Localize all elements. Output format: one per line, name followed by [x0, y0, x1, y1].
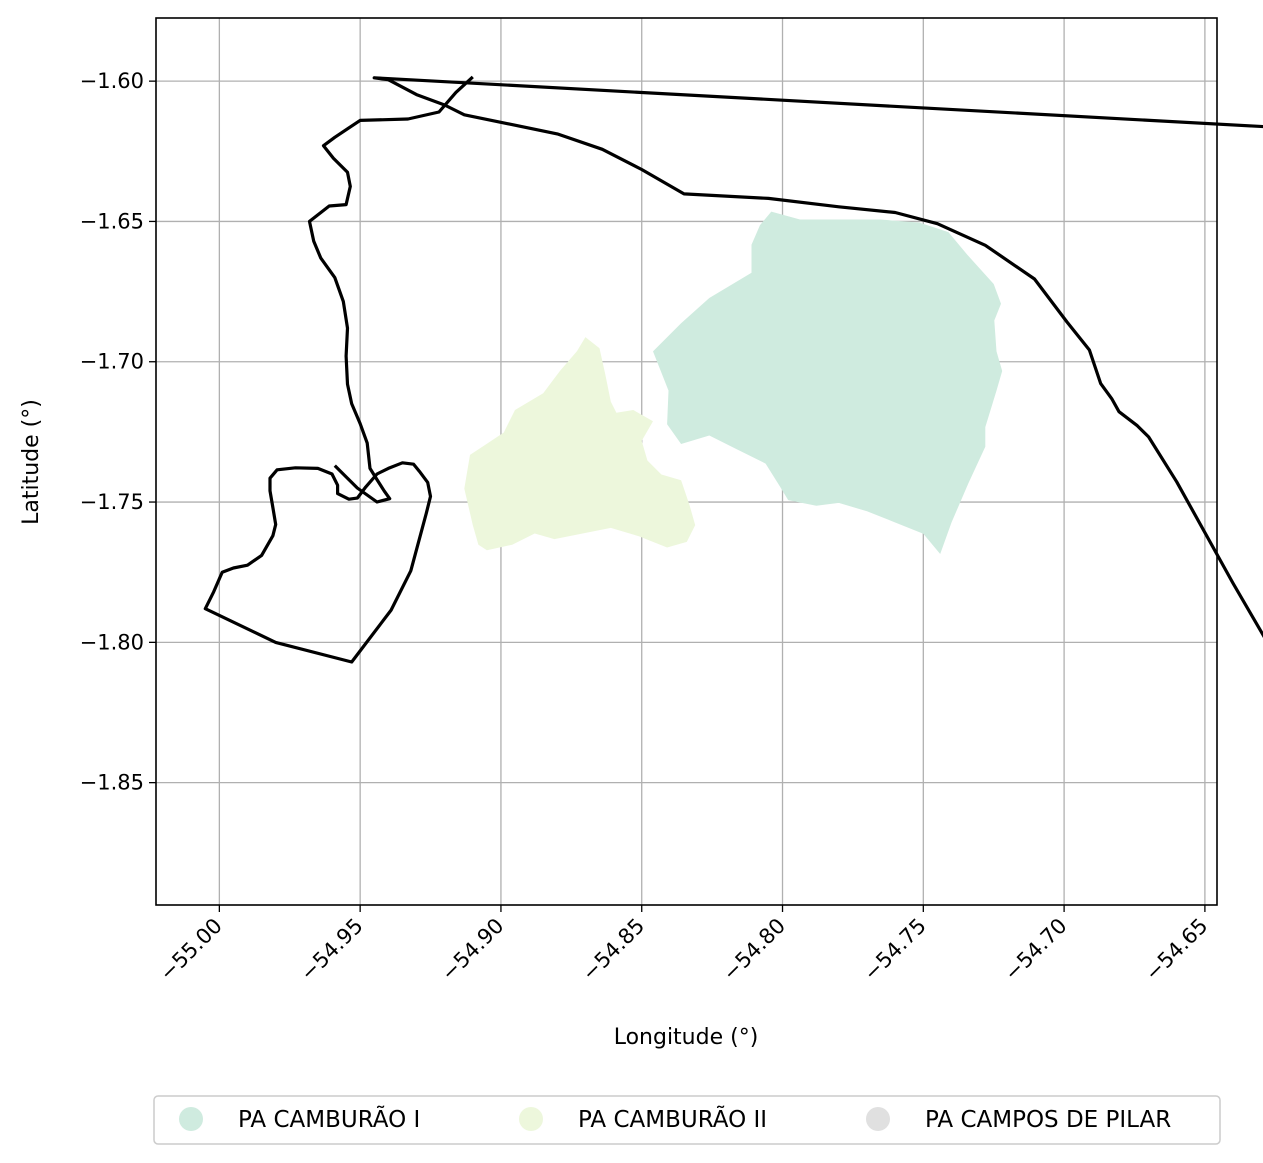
- y-tick-label: −1.70: [80, 350, 144, 374]
- grid-lines: [156, 18, 1217, 905]
- area-pa-cambur-o-ii: [464, 337, 696, 551]
- y-tick-label: −1.75: [80, 490, 144, 514]
- x-axis-label: Longitude (°): [614, 1025, 759, 1050]
- filled-areas: [464, 211, 1003, 554]
- x-tick-label: −54.65: [1141, 914, 1213, 986]
- boundary-outlines: [203, 75, 1263, 664]
- legend-label-camburao-i: PA CAMBURÃO I: [238, 1105, 420, 1133]
- y-tick-label: −1.80: [80, 630, 144, 654]
- x-tick-label: −54.80: [718, 914, 790, 986]
- x-tick-label: −54.90: [437, 914, 509, 986]
- y-tick-label: −1.60: [80, 69, 144, 93]
- x-tick-label: −54.95: [296, 914, 368, 986]
- area-pa-cambur-o-i: [653, 211, 1003, 554]
- y-tick-label: −1.85: [80, 771, 144, 795]
- x-tick-label: −54.75: [859, 914, 931, 986]
- plot-frame: [155, 17, 1218, 906]
- x-axis-ticks: −55.00 −54.95 −54.90 −54.85 −54.80 −54.75 −54.…: [155, 905, 1212, 985]
- legend-label-campos-de-pilar: PA CAMPOS DE PILAR: [925, 1107, 1171, 1133]
- legend-marker-camburao-ii: [519, 1107, 543, 1131]
- legend-box: [153, 1095, 1221, 1145]
- legend: PA CAMBURÃO I PA CAMBURÃO II PA CAMPOS D…: [153, 1095, 1221, 1145]
- legend-marker-campos-de-pilar: [866, 1107, 890, 1131]
- outline-outer-boundary: [372, 76, 1263, 638]
- legend-marker-camburao-i: [179, 1107, 203, 1131]
- x-tick-label: −54.85: [577, 914, 649, 986]
- x-tick-label: −54.70: [1000, 914, 1072, 986]
- y-tick-label: −1.65: [80, 209, 144, 233]
- legend-label-camburao-ii: PA CAMBURÃO II: [578, 1105, 767, 1133]
- y-axis-ticks: −1.60 −1.65 −1.70 −1.75 −1.80 −1.85: [80, 69, 156, 795]
- y-axis-label: Latitude (°): [19, 399, 44, 525]
- x-tick-label: −55.00: [155, 914, 227, 986]
- outline-west-parcel: [203, 461, 433, 664]
- outline-northwest-boundary: [307, 75, 474, 504]
